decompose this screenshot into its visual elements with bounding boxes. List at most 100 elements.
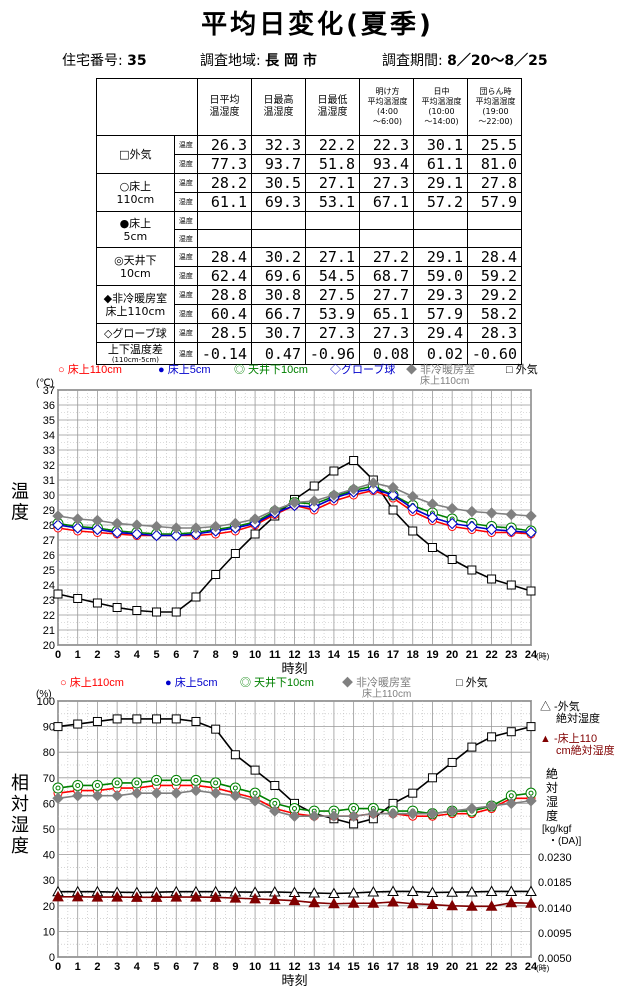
diamond-marker xyxy=(52,792,64,804)
diamond-marker xyxy=(426,511,439,524)
row-name: ●床上 5cm xyxy=(96,211,175,248)
square-marker xyxy=(112,714,122,724)
table-cell: -0.60 xyxy=(467,342,522,365)
circle-marker xyxy=(55,785,61,791)
diamond-marker xyxy=(308,501,320,513)
x-tick-label: 22 xyxy=(485,649,497,661)
table-header-line: 日最低 xyxy=(317,95,348,106)
x-tick-label: 12 xyxy=(288,649,300,661)
x-tick-label: 5 xyxy=(153,961,159,973)
y2-axis-label-char: 絶 xyxy=(546,766,558,781)
square-marker xyxy=(506,580,516,590)
triangle-marker xyxy=(466,900,478,911)
diamond-marker xyxy=(387,481,399,494)
y-tick-label: 20 xyxy=(43,640,55,652)
triangle-marker xyxy=(71,890,84,902)
x-tick-label: 0 xyxy=(55,649,61,661)
triangle-marker xyxy=(485,900,498,911)
x-tick-label: 3 xyxy=(114,649,120,661)
diamond-marker xyxy=(525,526,537,539)
x-tick-label: 20 xyxy=(446,961,458,973)
x-axis-label: 時刻 xyxy=(281,973,307,988)
diamond-marker xyxy=(288,810,301,822)
table-cell: 69.3 xyxy=(251,192,306,212)
y2-tick-label: 0.0230 xyxy=(538,852,572,864)
y2-axis-label-char: 対 xyxy=(546,781,558,795)
legend-item: □ 外気 xyxy=(506,362,538,376)
circle-marker xyxy=(114,780,120,786)
table-cell: 29.2 xyxy=(467,285,522,305)
x-tick-label: 8 xyxy=(213,961,219,973)
x-tick-label: 18 xyxy=(407,649,419,661)
table-cell: 27.7 xyxy=(359,285,414,305)
x-tick-label: 4 xyxy=(134,961,141,973)
table-header-line: ～22:00) xyxy=(478,117,513,126)
circle-marker xyxy=(94,782,100,788)
diamond-marker xyxy=(407,502,419,515)
circle-marker xyxy=(75,782,81,788)
y-tick-label: 34 xyxy=(43,430,55,442)
x-tick-label: 11 xyxy=(269,649,281,661)
table-header-line: 温湿度 xyxy=(263,107,294,118)
square-marker xyxy=(349,456,359,465)
row-name-main: ○床上 xyxy=(119,179,152,193)
triangle-marker xyxy=(406,897,419,909)
square-marker xyxy=(152,607,162,617)
diamond-marker xyxy=(72,513,84,525)
x-tick-label: 1 xyxy=(75,649,81,661)
diamond-marker xyxy=(328,810,340,822)
x-tick-label: 6 xyxy=(173,649,179,661)
diamond-marker xyxy=(190,784,202,797)
circle-marker xyxy=(170,774,182,786)
x-tick-label: 7 xyxy=(193,961,199,973)
table-header-line: ～14:00) xyxy=(424,117,459,126)
triangle-marker xyxy=(170,891,183,902)
triangle-marker xyxy=(426,898,439,910)
circle-marker xyxy=(131,777,143,789)
triangle-marker xyxy=(367,885,380,897)
legend-outdoor-absolute: △ -外気 xyxy=(540,699,580,713)
table-header-line: 日最高 xyxy=(263,95,294,106)
square-marker xyxy=(408,788,418,798)
square-marker xyxy=(309,481,319,491)
square-marker xyxy=(427,543,437,552)
diamond-marker xyxy=(131,787,143,799)
y-tick-label: 35 xyxy=(43,415,55,427)
x-tick-label: 9 xyxy=(232,649,238,661)
diamond-marker xyxy=(111,790,123,802)
x-tick-label: 19 xyxy=(426,649,438,661)
diamond-marker xyxy=(367,477,380,489)
row-name-sub: 床上110cm xyxy=(105,304,166,318)
legend-item: ○ 床上110cm xyxy=(58,362,122,376)
triangle-marker xyxy=(485,885,498,896)
diamond-marker xyxy=(328,489,340,501)
x-tick-label: 5 xyxy=(153,649,159,661)
x-tick-label: 0 xyxy=(55,961,61,973)
row-name: ◇グローブ球 xyxy=(96,323,175,343)
table-row: 湿度 77.3 93.7 51.8 93.4 61.1 81.0 xyxy=(97,154,522,174)
diamond-marker xyxy=(131,528,143,540)
diamond-marker xyxy=(52,510,64,522)
diamond-marker xyxy=(426,498,439,510)
table-header: 団らん時 平均温湿度 (19:00 ～22:00) xyxy=(467,78,522,136)
y-tick-label: 50 xyxy=(43,824,55,836)
table-cell: 30.1 xyxy=(413,135,468,155)
table-cell: 22.2 xyxy=(305,135,360,155)
x-tick-label: 2 xyxy=(94,961,100,973)
square-marker xyxy=(487,732,497,742)
square-marker xyxy=(388,505,398,515)
row-name-sub: 5cm xyxy=(123,229,148,243)
x-tick-label: 15 xyxy=(348,961,360,973)
circle-marker xyxy=(190,774,202,786)
legend-item: ◆ 非冷暖房室 xyxy=(342,675,411,689)
legend-item: □ 外気 xyxy=(456,675,488,689)
square-marker xyxy=(526,586,536,596)
y-tick-label: 24 xyxy=(43,580,55,592)
square-marker xyxy=(92,598,102,608)
diamond-marker xyxy=(446,805,458,817)
diamond-marker xyxy=(229,790,242,802)
diamond-marker xyxy=(505,797,517,810)
table-cell: 30.2 xyxy=(251,247,306,267)
square-marker xyxy=(112,603,122,612)
